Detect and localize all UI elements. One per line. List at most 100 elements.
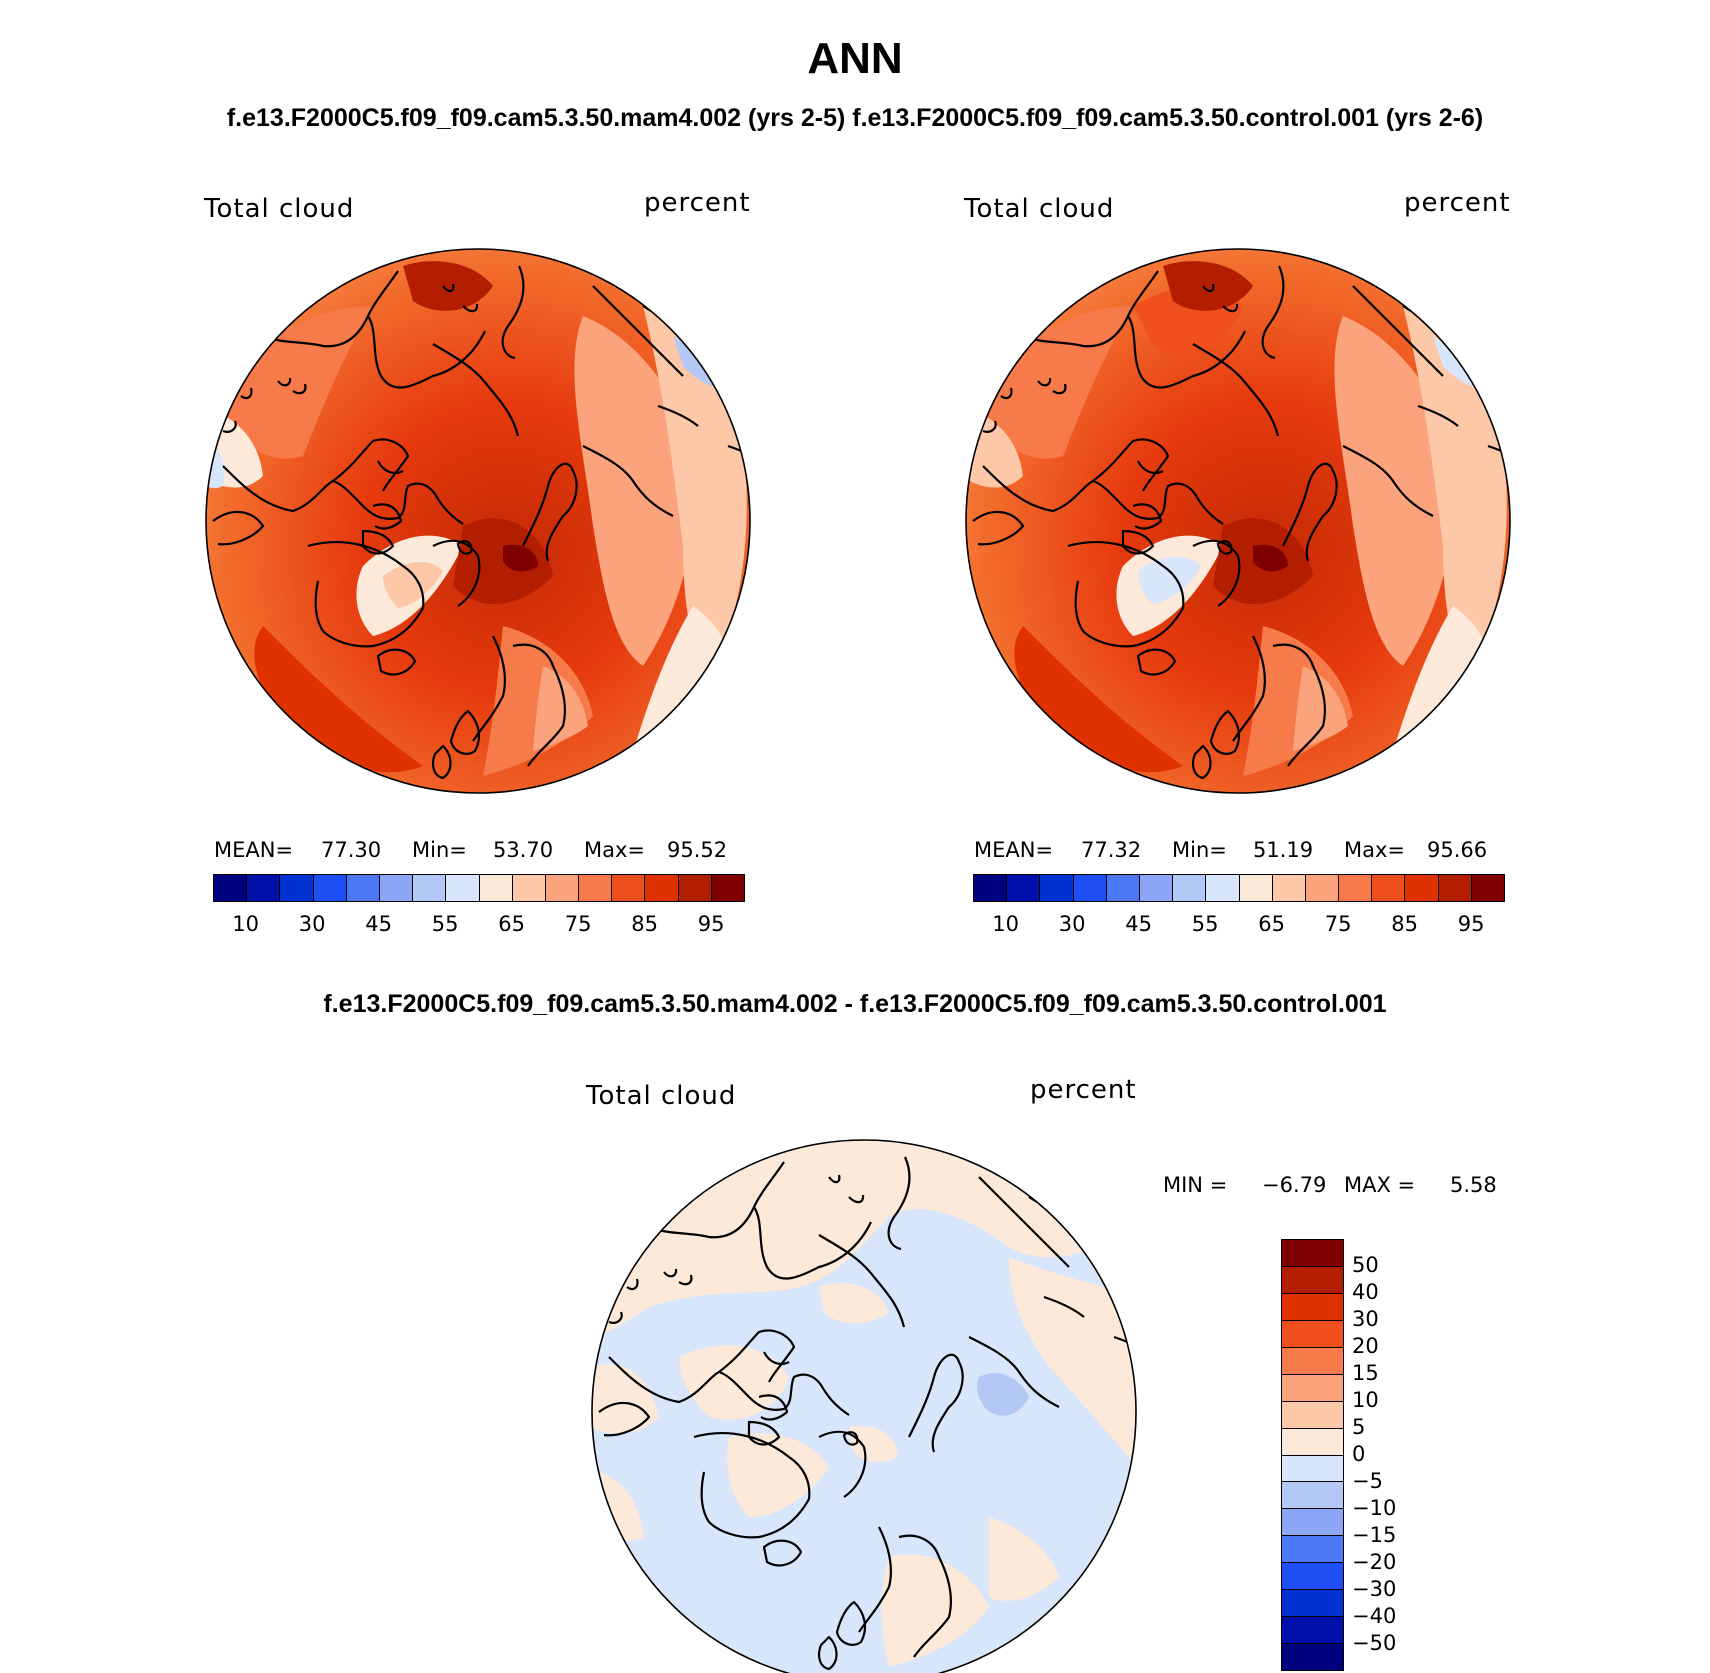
colorbar-swatch <box>1339 875 1373 901</box>
colorbar-swatch <box>1282 1509 1343 1537</box>
panel1-mean-value: 77.30 <box>321 838 382 862</box>
colorbar-swatch <box>1305 875 1340 901</box>
colorbar-swatch <box>1282 1590 1343 1618</box>
colorbar-tick-label: 85 <box>1391 912 1418 936</box>
colorbar-swatch <box>446 875 480 901</box>
panel2-colorbar <box>973 874 1505 902</box>
diff-variable-label: Total cloud <box>586 1081 737 1111</box>
panel2-units-label: percent <box>1404 188 1511 218</box>
colorbar-tick-label: 5 <box>1352 1415 1366 1439</box>
colorbar-swatch <box>545 875 580 901</box>
colorbar-swatch <box>1282 1455 1343 1483</box>
colorbar-tick-label: 75 <box>1324 912 1352 936</box>
colorbar-tick-label: 50 <box>1352 1253 1379 1277</box>
panel1-polar-map <box>205 248 751 794</box>
colorbar-tick-label: 95 <box>1457 912 1485 936</box>
panel1-units-label: percent <box>644 188 751 218</box>
colorbar-swatch <box>711 875 744 901</box>
colorbar-swatch <box>1282 1428 1343 1456</box>
colorbar-swatch <box>214 875 248 901</box>
colorbar-swatch <box>1282 1266 1343 1294</box>
colorbar-tick-label: 20 <box>1352 1334 1379 1358</box>
colorbar-swatch <box>1282 1320 1343 1348</box>
colorbar-tick-label: 55 <box>1191 912 1219 936</box>
colorbar-swatch <box>1282 1240 1343 1267</box>
colorbar-swatch <box>1282 1563 1343 1591</box>
panel1-mean-label: MEAN= <box>214 838 294 862</box>
colorbar-swatch <box>1405 875 1439 901</box>
diff-min-label: MIN = <box>1163 1173 1228 1197</box>
colorbar-tick-label: 95 <box>697 912 725 936</box>
colorbar-swatch <box>512 875 546 901</box>
panel1-max-value: 95.52 <box>667 838 728 862</box>
colorbar-tick-label: 45 <box>365 912 392 936</box>
colorbar-tick-label: −5 <box>1352 1469 1383 1493</box>
colorbar-swatch <box>479 875 513 901</box>
colorbar-swatch <box>1106 875 1140 901</box>
diff-polar-map <box>591 1139 1137 1673</box>
colorbar-swatch <box>1282 1374 1343 1402</box>
panel2-max-value: 95.66 <box>1427 838 1488 862</box>
diff-units-label: percent <box>1030 1075 1137 1105</box>
colorbar-tick-label: 15 <box>1352 1361 1379 1385</box>
colorbar-swatch <box>974 875 1008 901</box>
diff-colorbar <box>1281 1239 1344 1671</box>
colorbar-swatch <box>346 875 380 901</box>
colorbar-swatch <box>1282 1401 1343 1429</box>
colorbar-tick-label: 10 <box>1352 1388 1379 1412</box>
diff-max-value: 5.58 <box>1450 1173 1497 1197</box>
diff-title: f.e13.F2000C5.f09_f09.cam5.3.50.mam4.002… <box>323 990 1387 1018</box>
colorbar-tick-label: 30 <box>1058 912 1086 936</box>
colorbar-swatch <box>1007 875 1041 901</box>
colorbar-swatch <box>1282 1347 1343 1375</box>
colorbar-swatch <box>1471 875 1504 901</box>
colorbar-swatch <box>1206 875 1240 901</box>
colorbar-swatch <box>612 875 646 901</box>
panel2-mean-value: 77.32 <box>1081 838 1142 862</box>
colorbar-tick-label: 10 <box>232 912 259 936</box>
colorbar-swatch <box>1282 1482 1343 1510</box>
panel1-variable-label: Total cloud <box>204 194 355 224</box>
colorbar-swatch <box>1139 875 1174 901</box>
colorbar-swatch <box>280 875 314 901</box>
colorbar-swatch <box>313 875 347 901</box>
figure-subtitle: f.e13.F2000C5.f09_f09.cam5.3.50.mam4.002… <box>226 104 1484 132</box>
colorbar-tick-label: −40 <box>1352 1604 1397 1628</box>
colorbar-swatch <box>1372 875 1406 901</box>
colorbar-swatch <box>1040 875 1074 901</box>
colorbar-swatch <box>1282 1644 1343 1670</box>
colorbar-swatch <box>579 875 613 901</box>
colorbar-tick-label: 30 <box>298 912 326 936</box>
panel2-min-value: 51.19 <box>1253 838 1314 862</box>
diff-max-label: MAX = <box>1344 1173 1416 1197</box>
colorbar-swatch <box>1073 875 1107 901</box>
colorbar-swatch <box>1239 875 1273 901</box>
colorbar-tick-label: 45 <box>1125 912 1152 936</box>
colorbar-swatch <box>379 875 414 901</box>
colorbar-swatch <box>1282 1293 1343 1321</box>
colorbar-tick-label: 40 <box>1352 1280 1379 1304</box>
colorbar-swatch <box>1282 1617 1343 1645</box>
colorbar-tick-label: −10 <box>1352 1496 1397 1520</box>
colorbar-swatch <box>645 875 679 901</box>
colorbar-swatch <box>678 875 712 901</box>
colorbar-swatch <box>1282 1536 1343 1564</box>
figure-title: ANN <box>807 34 903 83</box>
colorbar-tick-label: −20 <box>1352 1550 1397 1574</box>
colorbar-tick-label: 0 <box>1352 1442 1366 1466</box>
colorbar-tick-label: −30 <box>1352 1577 1397 1601</box>
colorbar-tick-label: 65 <box>1258 912 1285 936</box>
colorbar-tick-label: 85 <box>631 912 658 936</box>
colorbar-tick-label: 10 <box>992 912 1019 936</box>
colorbar-tick-label: −15 <box>1352 1523 1397 1547</box>
panel2-variable-label: Total cloud <box>964 194 1115 224</box>
colorbar-tick-label: 30 <box>1352 1307 1379 1331</box>
panel2-mean-label: MEAN= <box>974 838 1054 862</box>
colorbar-swatch <box>413 875 447 901</box>
colorbar-swatch <box>1438 875 1472 901</box>
panel1-min-label: Min= <box>412 838 467 862</box>
panel1-min-value: 53.70 <box>493 838 554 862</box>
panel1-colorbar <box>213 874 745 902</box>
colorbar-tick-label: 75 <box>564 912 592 936</box>
